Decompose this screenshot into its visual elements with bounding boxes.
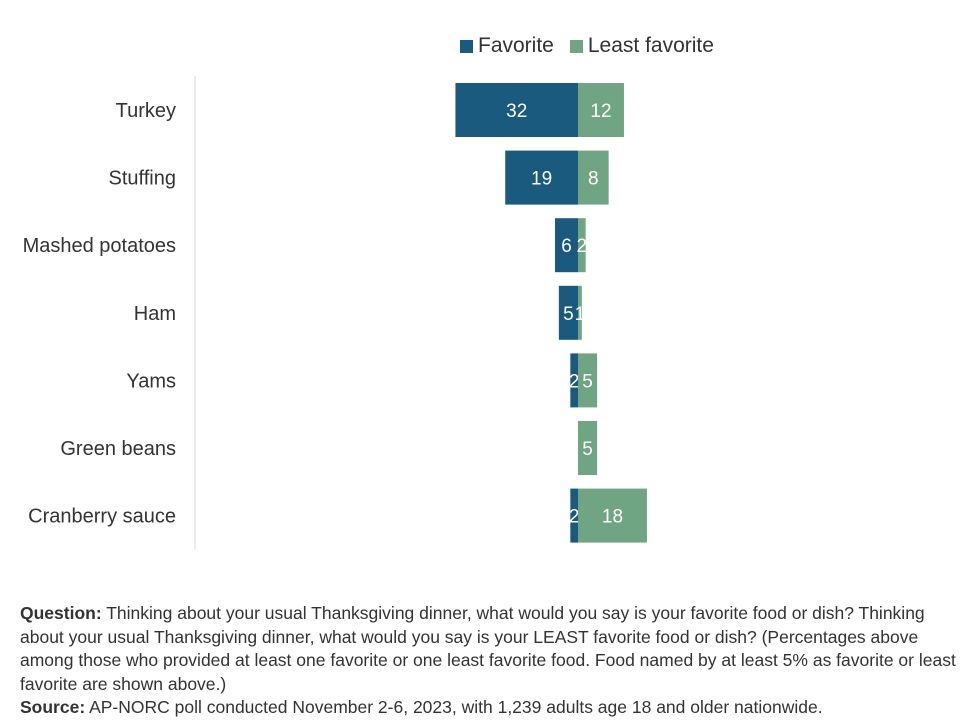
bar-favorite-ham (558, 285, 578, 340)
legend-item-favorite: Favorite (460, 34, 554, 58)
chart-notes: Question: Thinking about your usual Than… (20, 602, 965, 720)
category-label-turkey: Turkey (116, 100, 176, 122)
bar-least-favorite-yams (578, 353, 598, 408)
bar-least-favorite-green-beans (578, 421, 598, 475)
category-label-cranberry-sauce: Cranberry sauce (28, 506, 176, 528)
source-text: AP-NORC poll conducted November 2-6, 202… (89, 697, 823, 717)
data-label-favorite-cranberry-sauce: 2 (569, 507, 580, 528)
legend: Favorite Least favorite (460, 34, 730, 58)
data-label-least-favorite-stuffing: 8 (588, 169, 599, 190)
data-label-favorite-yams: 2 (569, 371, 580, 392)
bar-least-favorite-turkey (578, 83, 624, 137)
legend-label-least-favorite: Least favorite (587, 34, 714, 57)
question-text: Thinking about your usual Thanksgiving d… (20, 603, 956, 694)
bar-favorite-yams (570, 353, 578, 408)
category-label-stuffing: Stuffing (109, 168, 176, 190)
data-label-favorite-mashed-potatoes: 6 (561, 236, 572, 257)
bar-favorite-stuffing (505, 150, 578, 205)
source-note: Source: AP-NORC poll conducted November … (20, 696, 965, 720)
source-label: Source: (20, 697, 86, 717)
category-label-yams: Yams (126, 370, 176, 392)
bar-least-favorite-stuffing (578, 150, 609, 205)
category-label-green-beans: Green beans (60, 438, 176, 460)
legend-swatch-favorite (460, 39, 473, 53)
data-label-least-favorite-green-beans: 5 (582, 439, 593, 460)
bar-favorite-cranberry-sauce (570, 488, 578, 543)
data-label-least-favorite-yams: 5 (582, 371, 593, 392)
data-label-least-favorite-mashed-potatoes: 2 (577, 236, 588, 257)
category-label-mashed-potatoes: Mashed potatoes (23, 235, 176, 257)
category-label-ham: Ham (134, 303, 176, 325)
bar-least-favorite-cranberry-sauce (578, 488, 647, 543)
bar-least-favorite-mashed-potatoes (578, 218, 586, 273)
question-note: Question: Thinking about your usual Than… (20, 602, 965, 696)
data-label-least-favorite-cranberry-sauce: 18 (602, 507, 623, 528)
legend-swatch-least-favorite (569, 39, 583, 53)
data-label-least-favorite-ham: 1 (575, 304, 586, 325)
bar-favorite-mashed-potatoes (555, 218, 578, 273)
question-label: Question: (20, 603, 102, 623)
bar-least-favorite-ham (578, 285, 582, 340)
legend-label-favorite: Favorite (478, 34, 554, 57)
data-label-least-favorite-turkey: 12 (590, 101, 611, 122)
data-label-favorite-stuffing: 19 (531, 169, 552, 190)
legend-item-least-favorite: Least favorite (569, 34, 714, 58)
data-label-favorite-turkey: 32 (506, 101, 527, 122)
data-label-favorite-ham: 5 (563, 304, 574, 325)
bar-favorite-turkey (455, 83, 578, 137)
